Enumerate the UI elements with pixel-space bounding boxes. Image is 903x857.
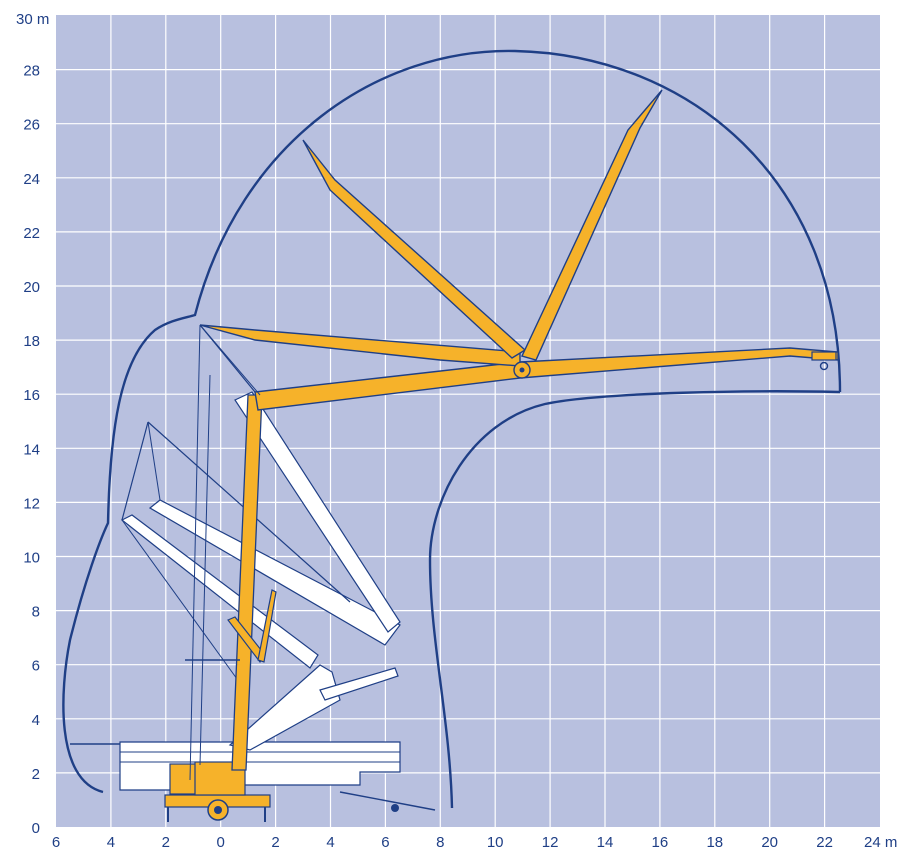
x-tick-label: 22 (816, 834, 833, 851)
working-range-inner-envelope (428, 390, 840, 809)
jib-luffed-steep (521, 89, 663, 361)
x-tick-label: 12 (542, 834, 559, 851)
y-tick-label: 8 (32, 604, 40, 621)
hook-icon (819, 361, 829, 371)
working-range-envelope (62, 49, 842, 794)
y-tick-label: 22 (23, 225, 40, 242)
stowed-hook-icon (391, 804, 399, 812)
tie-rod (199, 324, 261, 396)
y-tick-label: 10 (23, 550, 40, 567)
y-tick-label: 4 (32, 712, 40, 729)
x-tick-label: 6 (381, 834, 389, 851)
x-tick-label: 14 (597, 834, 614, 851)
intermediate-tie (121, 519, 246, 691)
intermediate-boom-mid (148, 499, 401, 646)
hoist-rope (199, 374, 211, 766)
x-tick-label: 8 (436, 834, 444, 851)
main-jib-horizontal (254, 347, 839, 411)
x-tick-label: 4 (107, 834, 115, 851)
x-tick-label: 0 (217, 834, 225, 851)
counterweight (169, 763, 199, 795)
wheel-hub-icon (214, 806, 222, 814)
x-tick-label: 20 (761, 834, 778, 851)
hoist-cable (189, 324, 201, 781)
y-tick-label: 26 (23, 117, 40, 134)
x-tick-label: 10 (487, 834, 504, 851)
plot-background (56, 15, 880, 827)
y-axis-unit-label: 30 m (16, 11, 49, 28)
x-tick-label: 4 (326, 834, 334, 851)
grid-lines (56, 15, 880, 827)
intermediate-tie (147, 421, 161, 501)
intermediate-tie (121, 421, 149, 521)
jib-pivot-pin (519, 367, 525, 373)
intermediate-jib-low (319, 667, 399, 701)
x-tick-label: 2 (271, 834, 279, 851)
intermediate-mast-raised (234, 391, 401, 633)
x-tick-label: 18 (706, 834, 723, 851)
y-tick-label: 2 (32, 766, 40, 783)
y-tick-label: 24 (23, 171, 40, 188)
hydraulic-cylinder (257, 589, 277, 663)
y-tick-label: 12 (23, 495, 40, 512)
x-axis-unit-label: 24 m (864, 834, 897, 851)
x-tick-label: 6 (52, 834, 60, 851)
y-tick-label: 18 (23, 333, 40, 350)
x-tick-label: 2 (162, 834, 170, 851)
y-tick-label: 20 (23, 279, 40, 296)
x-axis-labels: 6 4 2 0 2 4 6 8 10 12 14 16 18 20 22 (52, 834, 833, 851)
y-tick-label: 28 (23, 63, 40, 80)
stowed-carrier-frame (119, 741, 401, 791)
stowed-tail (339, 791, 436, 811)
x-tick-label: 16 (652, 834, 669, 851)
trolley (811, 351, 837, 361)
y-tick-label: 0 (32, 820, 40, 837)
y-tick-label: 6 (32, 658, 40, 675)
y-tick-label: 16 (23, 387, 40, 404)
operating-crane (164, 89, 839, 822)
jib-luffed-left (302, 139, 527, 359)
y-tick-label: 14 (23, 441, 40, 458)
